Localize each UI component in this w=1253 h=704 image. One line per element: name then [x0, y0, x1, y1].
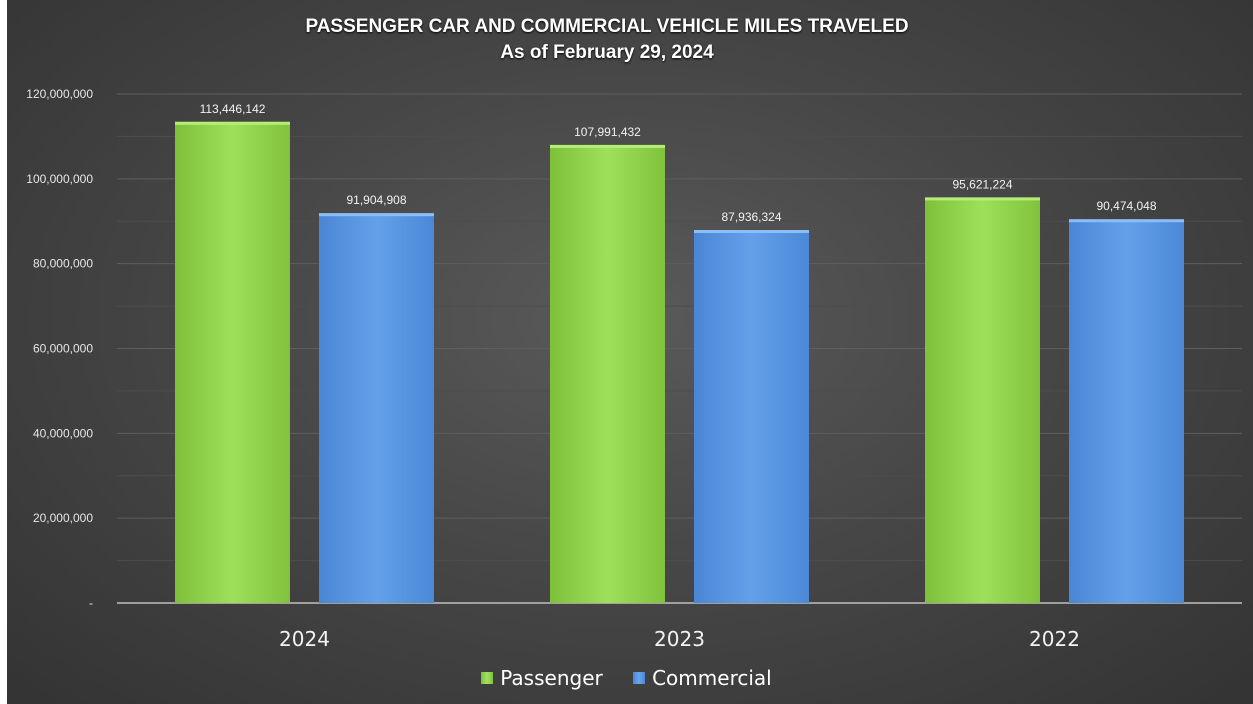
legend-item-commercial: Commercial: [633, 666, 772, 690]
x-tick-label: 2024: [279, 627, 330, 651]
bar-passenger-2022: [925, 197, 1040, 603]
bars: 113,446,142 91,904,908 107,991,432 87,936,3…: [175, 102, 1184, 604]
x-tick-label: 2023: [654, 627, 705, 651]
bar-commercial-2022: [1069, 219, 1184, 603]
chart-title-block: PASSENGER CAR AND COMMERCIAL VEHICLE MIL…: [7, 14, 1207, 66]
data-label: 87,936,324: [721, 210, 781, 224]
legend-item-passenger: Passenger: [481, 666, 603, 690]
bar-highlight: [1069, 219, 1184, 223]
legend-swatch-passenger: [481, 672, 494, 684]
chart-subtitle: As of February 29, 2024: [500, 42, 714, 63]
data-label: 107,991,432: [574, 125, 641, 139]
bar-highlight: [175, 121, 290, 125]
bar-commercial-2023: [694, 230, 809, 604]
y-tick-label: 100,000,000: [26, 172, 93, 186]
y-axis: - 20,000,000 40,000,000 60,000,000 80,000,00…: [26, 87, 93, 610]
bar-highlight: [319, 213, 434, 217]
legend-label-passenger: Passenger: [500, 666, 603, 690]
bar-highlight: [694, 230, 809, 234]
data-label: 95,621,224: [952, 177, 1012, 191]
y-tick-label: -: [89, 596, 93, 610]
legend-swatch-commercial: [633, 672, 646, 684]
legend-label-commercial: Commercial: [652, 666, 772, 690]
legend: Passenger Commercial: [0, 665, 1253, 690]
y-tick-label: 120,000,000: [26, 87, 93, 101]
chart-title: PASSENGER CAR AND COMMERCIAL VEHICLE MIL…: [305, 16, 909, 37]
data-label: 90,474,048: [1096, 199, 1156, 213]
gridlines: [117, 93, 1242, 604]
data-label: 91,904,908: [346, 193, 406, 207]
bar-passenger-2023: [550, 144, 665, 603]
y-tick-label: 40,000,000: [33, 426, 93, 440]
y-tick-label: 80,000,000: [33, 257, 93, 271]
bar-commercial-2024: [319, 213, 434, 603]
bar-highlight: [925, 197, 1040, 201]
bar-passenger-2024: [175, 121, 290, 603]
y-tick-label: 60,000,000: [33, 342, 93, 356]
bar-highlight: [550, 144, 665, 148]
x-axis: 2024 2023 2022: [279, 627, 1080, 651]
y-tick-label: 20,000,000: [33, 511, 93, 525]
x-tick-label: 2022: [1029, 627, 1080, 651]
data-label: 113,446,142: [200, 102, 266, 116]
